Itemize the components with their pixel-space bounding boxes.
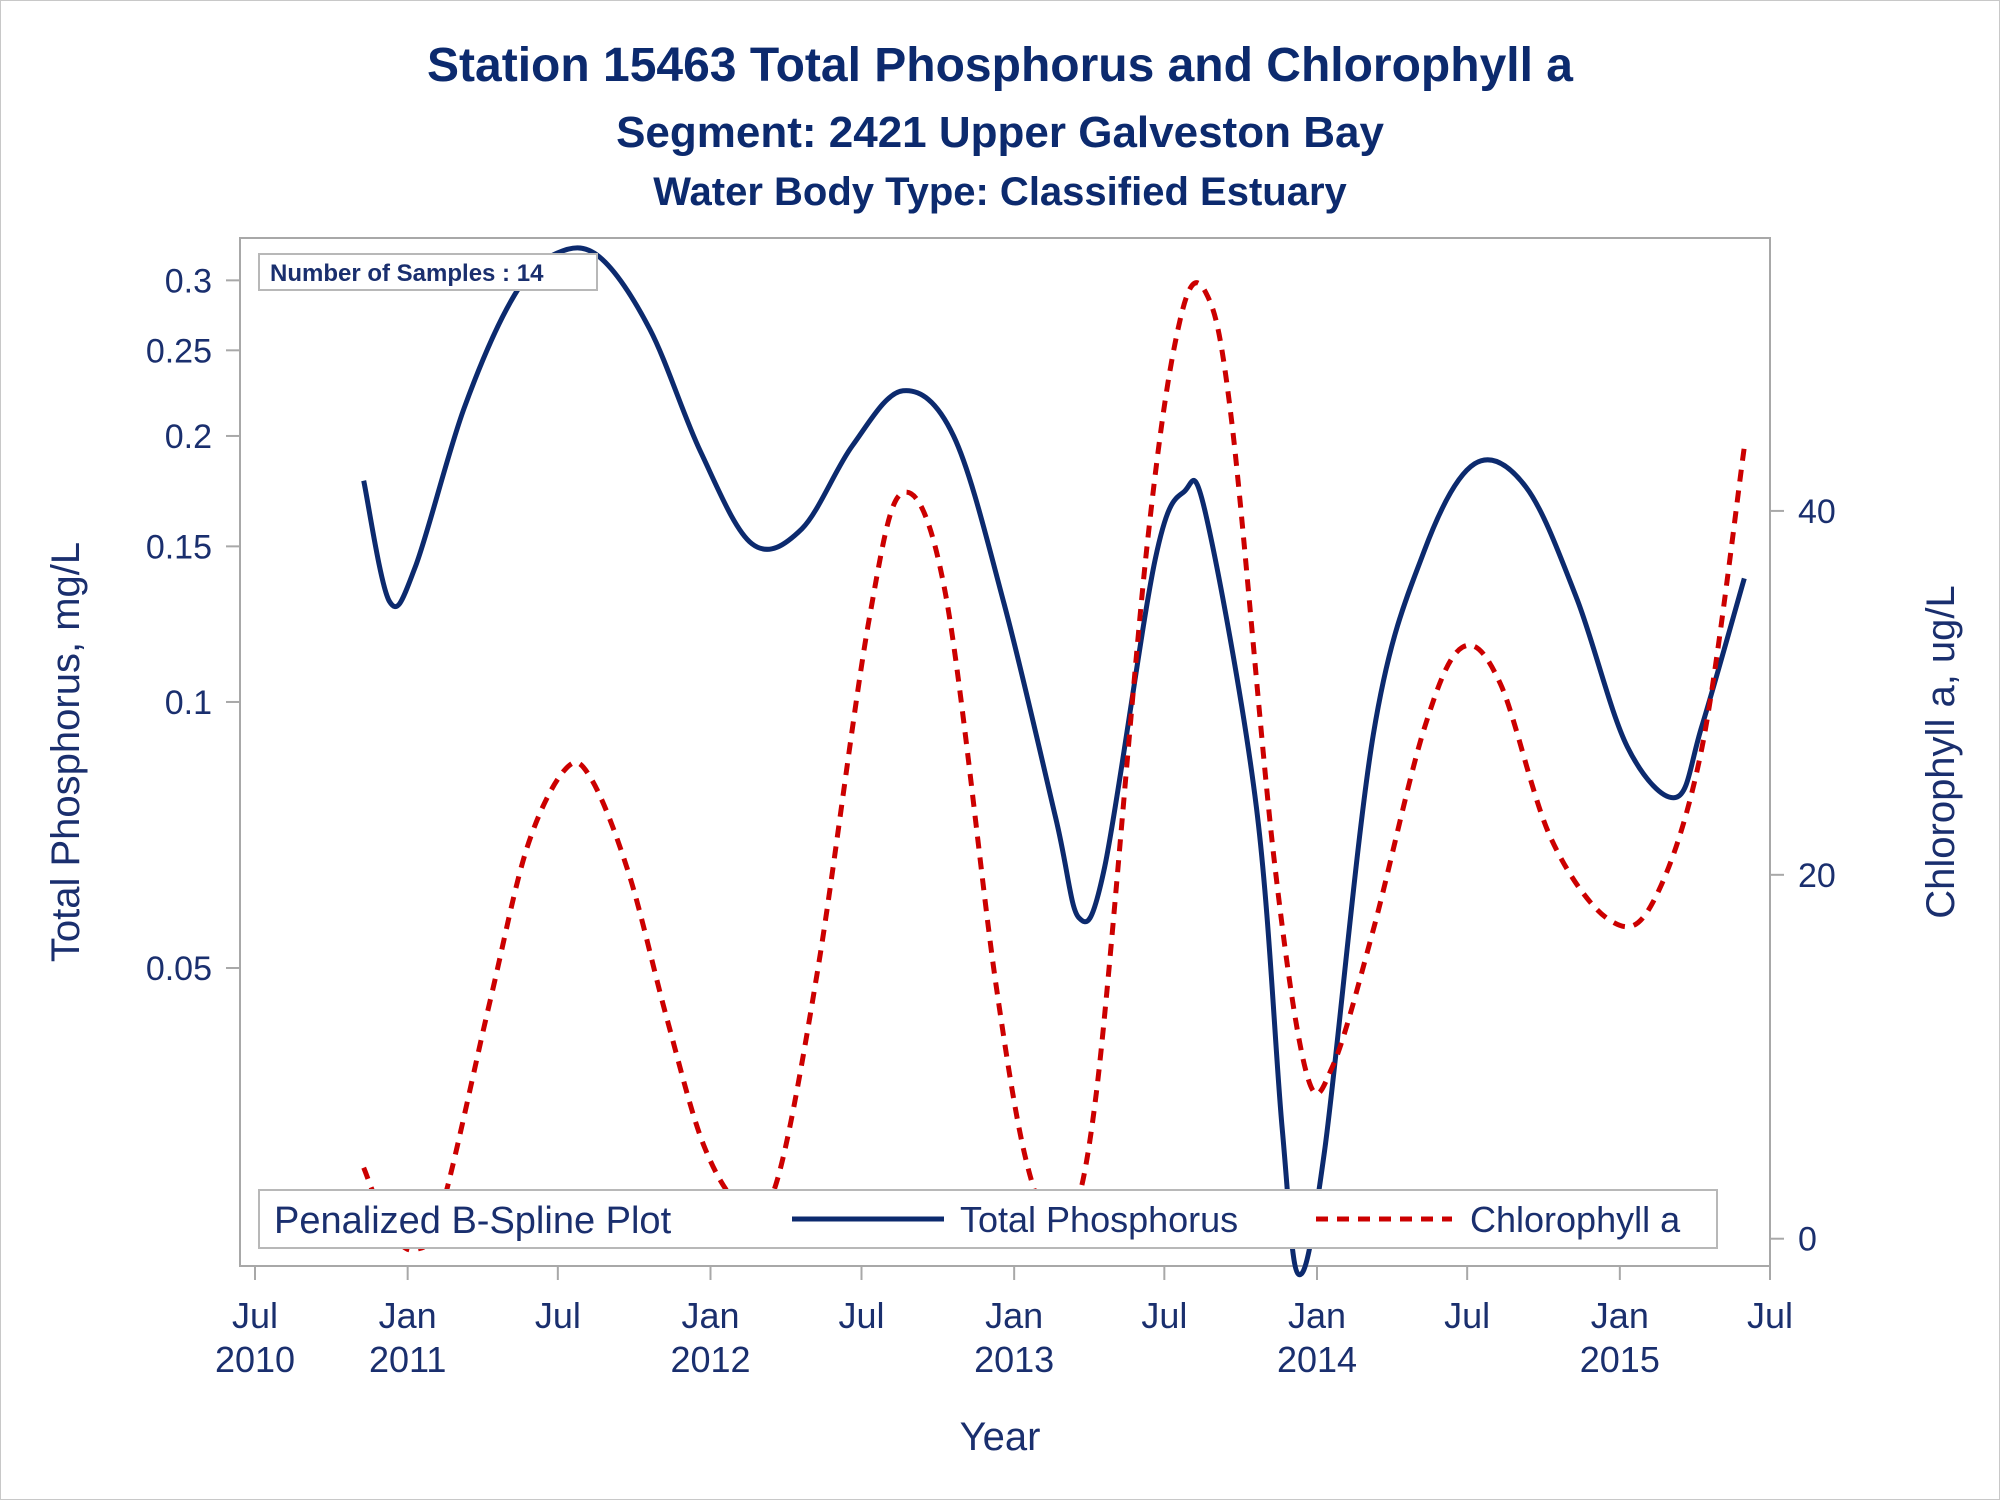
legend: Penalized B-Spline Plot Total Phosphorus…: [258, 1189, 1718, 1249]
y2-tick-label: 0: [1798, 1221, 1817, 1259]
x-tick-year-label: 2011: [369, 1339, 446, 1380]
y-tick-label: 0.25: [146, 332, 212, 370]
x-axis-label: Year: [960, 1415, 1041, 1459]
x-tick-label: Jan: [1591, 1295, 1649, 1336]
samples-label: Number of Samples : 14: [270, 260, 544, 287]
y-axis-right: 0 20 40: [1770, 493, 1836, 1259]
series-line-total-phosphorus: [361, 245, 1747, 1278]
legend-label-total-phosphorus: Total Phosphorus: [960, 1199, 1238, 1240]
chart-subtitle-segment: Segment: 2421 Upper Galveston Bay: [616, 108, 1384, 157]
y-axis-label: Total Phosphorus, mg/L: [44, 542, 88, 962]
y-axis-left: 0.05 0.1 0.15 0.2 0.25 0.3: [146, 262, 240, 988]
y-tick-label: 0.1: [165, 684, 212, 722]
x-tick-label: Jul: [232, 1295, 278, 1336]
x-tick-label: Jan: [379, 1295, 437, 1336]
series-line-chlorophyll: [361, 280, 1747, 1253]
x-tick-label: Jul: [1141, 1295, 1187, 1336]
y2-tick-label: 20: [1798, 857, 1836, 895]
samples-inset: Number of Samples : 14: [258, 253, 598, 291]
x-tick-year-label: 2014: [1277, 1339, 1357, 1380]
x-tick-label: Jul: [838, 1295, 884, 1336]
samples-inset-box: [258, 253, 598, 291]
chart-subtitle-waterbody: Water Body Type: Classified Estuary: [653, 170, 1347, 214]
x-tick-label: Jul: [1747, 1295, 1793, 1336]
x-tick-label: Jul: [1444, 1295, 1490, 1336]
y-tick-label: 0.05: [146, 950, 212, 988]
y-tick-label: 0.3: [165, 262, 212, 300]
chart-title: Station 15463 Total Phosphorus and Chlor…: [427, 39, 1573, 92]
legend-label-chlorophyll: Chlorophyll a: [1470, 1199, 1681, 1240]
y2-tick-label: 40: [1798, 493, 1836, 531]
x-tick-label: Jan: [985, 1295, 1043, 1336]
x-tick-label: Jul: [535, 1295, 581, 1336]
series-group: [361, 245, 1747, 1278]
x-tick-year-label: 2015: [1580, 1339, 1660, 1380]
legend-box: [258, 1189, 1718, 1249]
x-tick-year-label: 2013: [974, 1339, 1054, 1380]
y-tick-label: 0.15: [146, 528, 212, 566]
x-tick-label: Jan: [1288, 1295, 1346, 1336]
x-tick-label: Jan: [681, 1295, 739, 1336]
plot-area: [239, 237, 1771, 1267]
y2-axis-label: Chlorophyll a, ug/L: [1919, 585, 1963, 919]
legend-title: Penalized B-Spline Plot: [274, 1200, 672, 1242]
x-tick-year-label: 2010: [215, 1339, 295, 1380]
x-tick-year-label: 2012: [670, 1339, 750, 1380]
y-tick-label: 0.2: [165, 418, 212, 456]
